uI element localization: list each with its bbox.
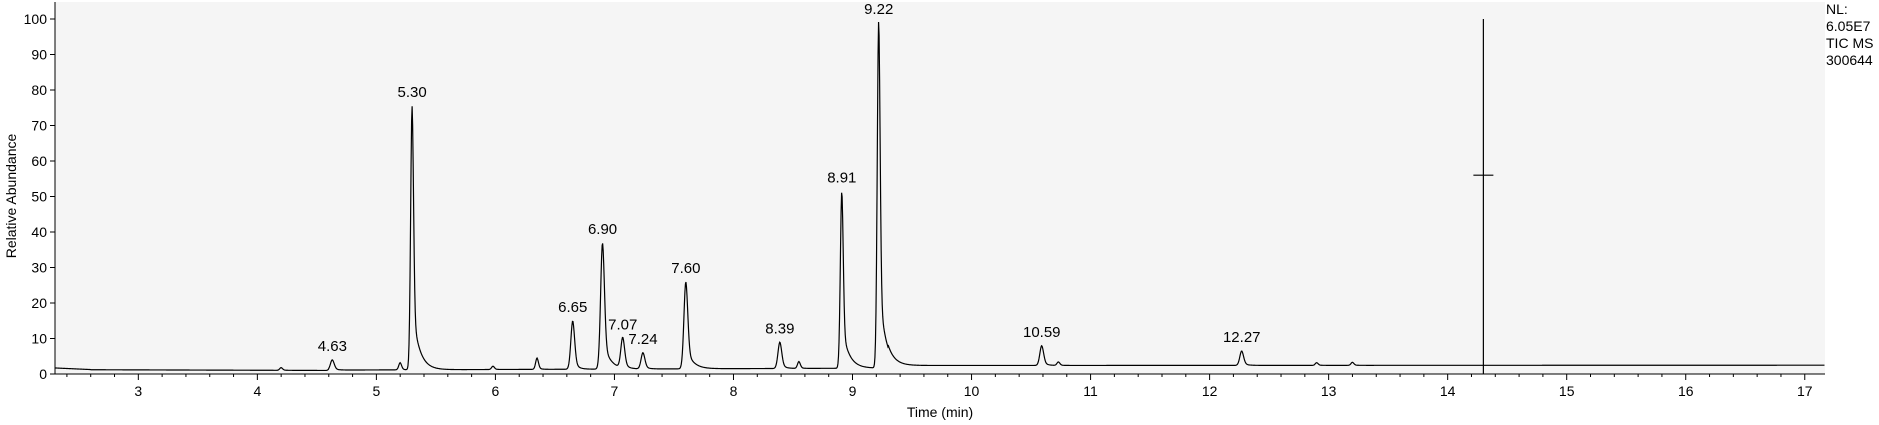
y-tick-label: 70 [31,118,47,134]
peak-label: 9.22 [864,1,893,18]
y-tick-label: 40 [31,224,47,240]
y-tick-label: 30 [31,260,47,276]
x-tick-label: 14 [1440,383,1456,399]
y-tick-label: 90 [31,47,47,63]
y-tick-label: 20 [31,295,47,311]
x-axis-title: Time (min) [907,404,973,420]
peak-label: 7.07 [608,317,637,334]
y-tick-label: 80 [31,82,47,98]
peak-label: 8.39 [765,320,794,337]
x-tick-label: 15 [1559,383,1575,399]
scan-filter: TIC MS [1826,35,1874,51]
x-tick-label: 13 [1321,383,1337,399]
peak-label: 6.65 [558,299,587,316]
peak-labels: 4.63 5.30 6.65 6.90 7.077.24 7.60 8.39 8.91 9.22… [318,1,1261,355]
x-axis: 3 4 5 6 7 8 9 10 11 12 13 14 15 16 17 [66,374,1813,399]
y-tick-label: 60 [31,153,47,169]
x-tick-label: 10 [964,383,980,399]
x-tick-label: 7 [611,383,619,399]
scan-marker [1473,19,1494,374]
peak-label: 12.27 [1223,329,1261,346]
x-tick-label: 16 [1678,383,1694,399]
plot-area [55,2,1825,374]
y-tick-label: 0 [39,366,47,382]
peak-label: 7.24 [628,331,657,348]
x-tick-label: 4 [253,383,261,399]
peak-label: 10.59 [1023,324,1061,341]
nl-label: NL: [1826,1,1848,17]
x-tick-label: 8 [730,383,738,399]
sample-id: 300644 [1826,52,1873,68]
y-axis: 0 10 20 30 40 50 60 70 80 90 100 [24,11,55,382]
y-axis-title: Relative Abundance [3,134,19,259]
info-panel: NL: 6.05E7 TIC MS 300644 [1826,1,1873,69]
y-tick-label: 50 [31,189,47,205]
peak-label: 5.30 [397,84,426,101]
peak-label: 4.63 [318,338,347,355]
peak-label: 7.60 [671,260,700,277]
peak-label: 6.90 [588,221,617,238]
x-tick-label: 9 [849,383,857,399]
x-tick-label: 5 [372,383,380,399]
peak-label: 8.91 [827,169,856,186]
x-tick-label: 3 [134,383,142,399]
x-tick-label: 17 [1797,383,1813,399]
tic-trace-line [54,21,1825,372]
x-tick-label: 6 [492,383,500,399]
y-tick-label: 100 [24,11,48,27]
x-tick-label: 12 [1202,383,1218,399]
y-tick-label: 10 [31,331,47,347]
nl-value: 6.05E7 [1826,18,1871,34]
x-tick-label: 11 [1083,383,1098,399]
